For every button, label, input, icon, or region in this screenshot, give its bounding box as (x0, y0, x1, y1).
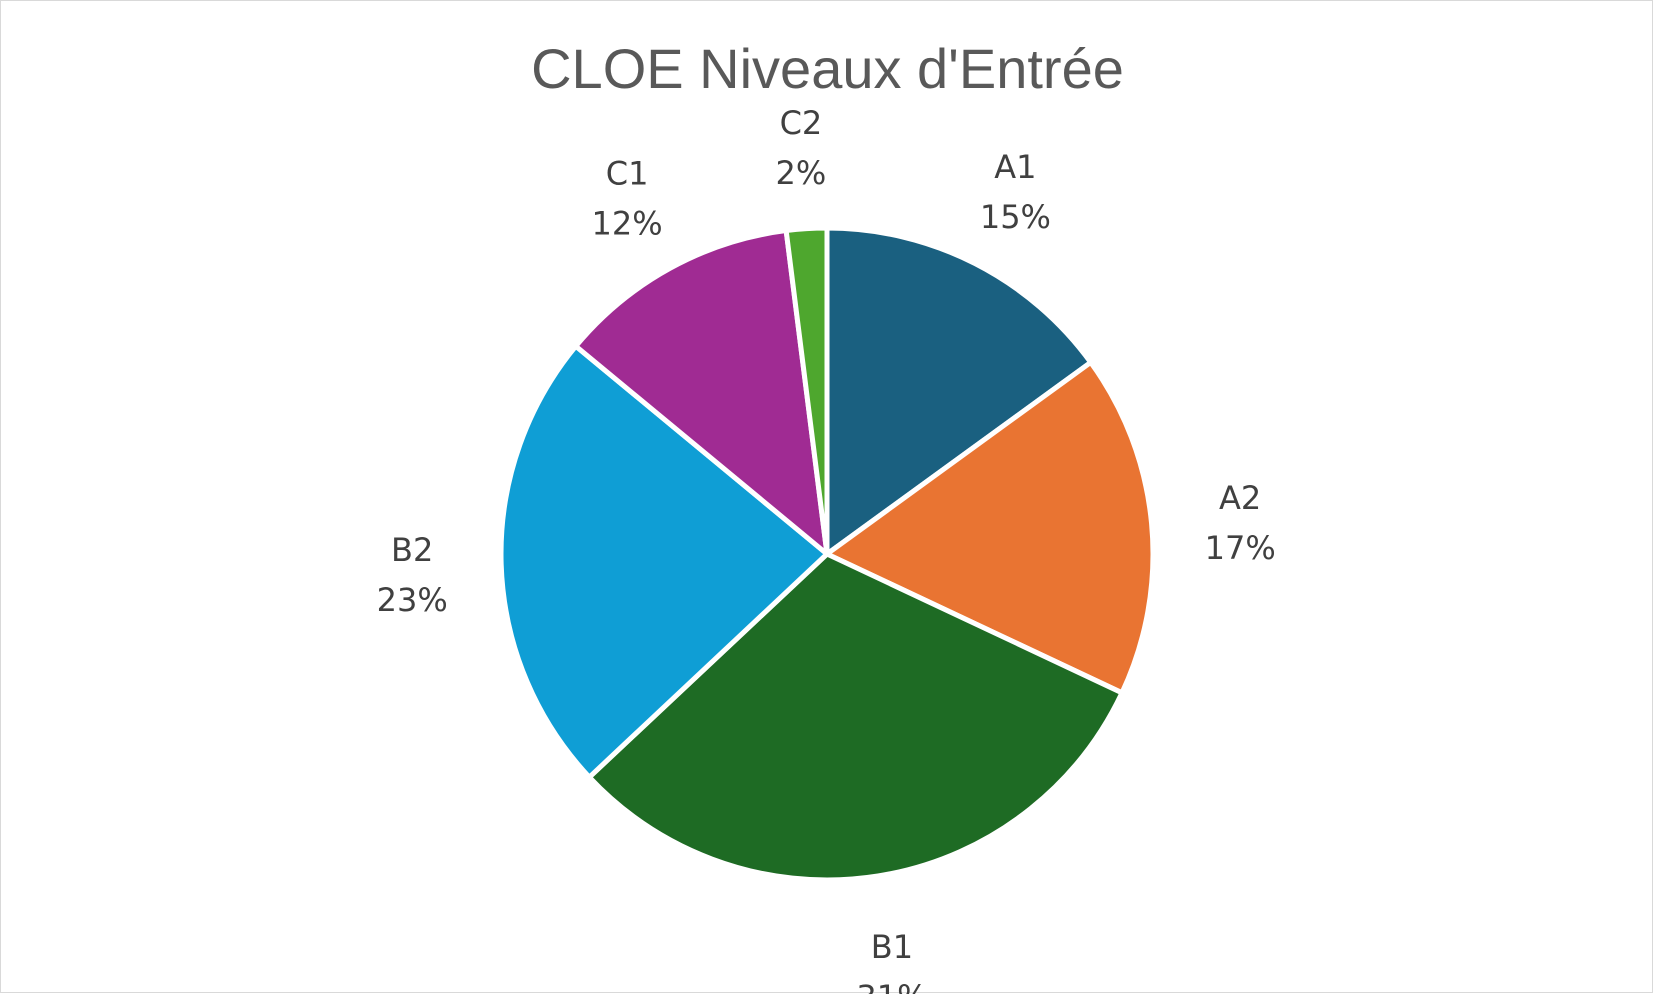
slice-label-percent-c2: 2% (776, 154, 827, 192)
slice-label-percent-b2: 23% (377, 581, 448, 619)
pie-slice-c2 (783, 225, 830, 557)
slice-label-category-a2: A2 (1219, 479, 1261, 517)
slice-label-category-c2: C2 (780, 104, 823, 142)
slice-label-category-b1: B1 (871, 928, 913, 966)
pie-slice-c1 (573, 228, 830, 557)
slice-label-category-a1: A1 (994, 148, 1036, 186)
slice-label-percent-c1: 12% (592, 204, 663, 242)
slice-label-percent-a1: 15% (980, 198, 1051, 236)
slice-label-category-b2: B2 (391, 531, 433, 569)
pie-slice-a1 (824, 225, 1094, 557)
slice-label-percent-a2: 17% (1205, 529, 1276, 567)
slice-label-category-c1: C1 (606, 154, 649, 192)
chart-title: CLOE Niveaux d'Entrée (531, 37, 1124, 100)
pie-slice-b1 (586, 551, 1125, 883)
pie-slice-a2 (824, 359, 1156, 696)
slice-label-percent-b1: 31% (856, 978, 927, 994)
pie-slice-b2 (498, 343, 830, 780)
